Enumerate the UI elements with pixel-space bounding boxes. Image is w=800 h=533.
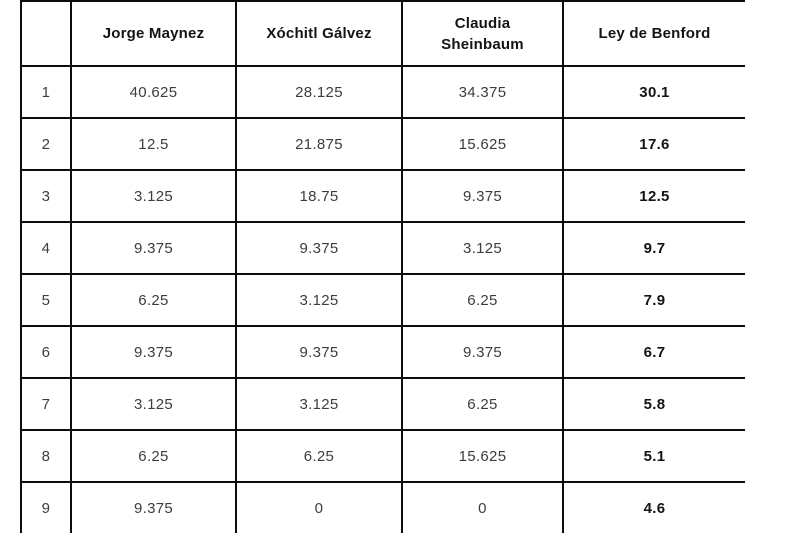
- digit-cell: 6: [20, 325, 72, 379]
- benford-value-cell: 5.1: [562, 429, 745, 483]
- digit-cell: 7: [20, 377, 72, 431]
- benford-value-cell: 30.1: [562, 65, 745, 119]
- table-row: 6 9.375 9.375 9.375 6.7: [20, 325, 745, 379]
- candidate-value-cell: 9.375: [401, 169, 564, 223]
- candidate-value-cell: 18.75: [235, 169, 403, 223]
- table-row: 4 9.375 9.375 3.125 9.7: [20, 221, 745, 275]
- benford-distribution-table: Jorge Maynez Xóchitl Gálvez Claudia Shei…: [20, 0, 745, 533]
- benford-value-cell: 7.9: [562, 273, 745, 327]
- header-xochitl-galvez: Xóchitl Gálvez: [235, 0, 403, 67]
- candidate-value-cell: 9.375: [401, 325, 564, 379]
- table-row: 8 6.25 6.25 15.625 5.1: [20, 429, 745, 483]
- header-jorge-maynez: Jorge Maynez: [70, 0, 237, 67]
- benford-value-cell: 4.6: [562, 481, 745, 533]
- header-digit-blank: [20, 0, 72, 67]
- candidate-value-cell: 0: [235, 481, 403, 533]
- benford-value-cell: 6.7: [562, 325, 745, 379]
- candidate-value-cell: 40.625: [70, 65, 237, 119]
- table-row: 7 3.125 3.125 6.25 5.8: [20, 377, 745, 431]
- benford-table-container: Jorge Maynez Xóchitl Gálvez Claudia Shei…: [20, 0, 745, 533]
- candidate-value-cell: 3.125: [235, 273, 403, 327]
- candidate-value-cell: 9.375: [70, 481, 237, 533]
- digit-cell: 3: [20, 169, 72, 223]
- candidate-value-cell: 15.625: [401, 429, 564, 483]
- benford-value-cell: 5.8: [562, 377, 745, 431]
- candidate-value-cell: 9.375: [70, 325, 237, 379]
- candidate-value-cell: 6.25: [401, 273, 564, 327]
- candidate-value-cell: 6.25: [70, 273, 237, 327]
- benford-value-cell: 9.7: [562, 221, 745, 275]
- digit-cell: 1: [20, 65, 72, 119]
- candidate-value-cell: 3.125: [70, 169, 237, 223]
- header-claudia-sheinbaum: Claudia Sheinbaum: [401, 0, 564, 67]
- digit-cell: 8: [20, 429, 72, 483]
- digit-cell: 5: [20, 273, 72, 327]
- benford-value-cell: 17.6: [562, 117, 745, 171]
- digit-cell: 9: [20, 481, 72, 533]
- candidate-value-cell: 9.375: [235, 325, 403, 379]
- digit-cell: 4: [20, 221, 72, 275]
- candidate-value-cell: 6.25: [235, 429, 403, 483]
- digit-cell: 2: [20, 117, 72, 171]
- candidate-value-cell: 0: [401, 481, 564, 533]
- header-row: Jorge Maynez Xóchitl Gálvez Claudia Shei…: [20, 0, 745, 67]
- candidate-value-cell: 9.375: [70, 221, 237, 275]
- table-row: 2 12.5 21.875 15.625 17.6: [20, 117, 745, 171]
- candidate-value-cell: 6.25: [70, 429, 237, 483]
- candidate-value-cell: 3.125: [70, 377, 237, 431]
- candidate-value-cell: 34.375: [401, 65, 564, 119]
- table-row: 9 9.375 0 0 4.6: [20, 481, 745, 533]
- candidate-value-cell: 15.625: [401, 117, 564, 171]
- table-row: 5 6.25 3.125 6.25 7.9: [20, 273, 745, 327]
- candidate-value-cell: 3.125: [235, 377, 403, 431]
- header-ley-de-benford: Ley de Benford: [562, 0, 745, 67]
- benford-value-cell: 12.5: [562, 169, 745, 223]
- candidate-value-cell: 3.125: [401, 221, 564, 275]
- table-row: 1 40.625 28.125 34.375 30.1: [20, 65, 745, 119]
- candidate-value-cell: 21.875: [235, 117, 403, 171]
- candidate-value-cell: 9.375: [235, 221, 403, 275]
- candidate-value-cell: 6.25: [401, 377, 564, 431]
- table-row: 3 3.125 18.75 9.375 12.5: [20, 169, 745, 223]
- candidate-value-cell: 28.125: [235, 65, 403, 119]
- candidate-value-cell: 12.5: [70, 117, 237, 171]
